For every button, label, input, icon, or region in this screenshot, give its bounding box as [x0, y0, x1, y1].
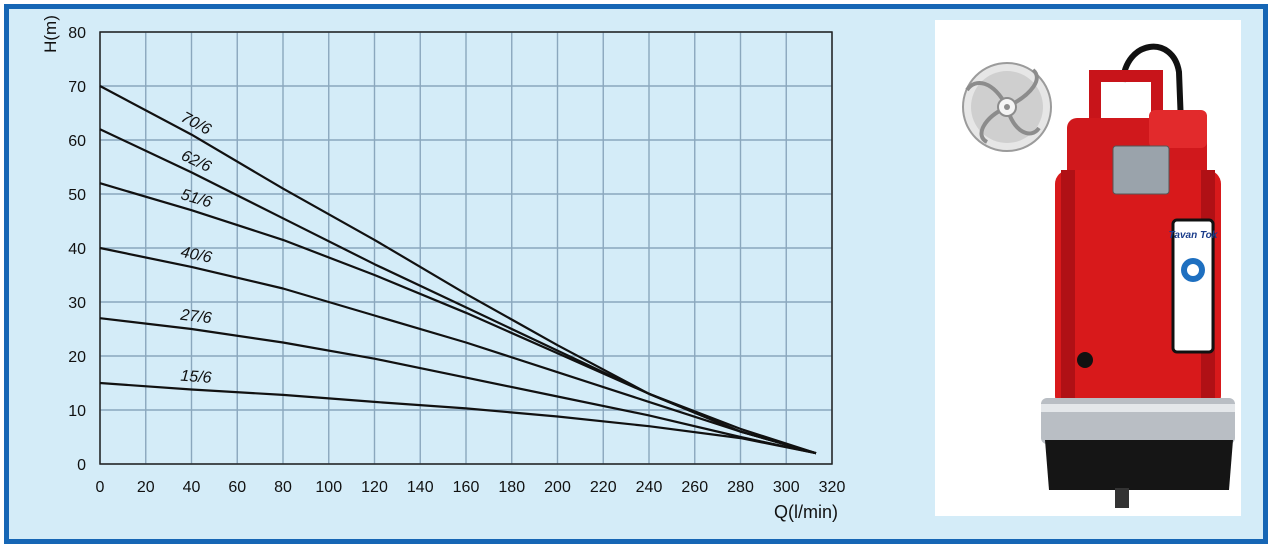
x-tick-label: 160 — [453, 479, 480, 496]
x-tick-label: 220 — [590, 479, 617, 496]
pump-base — [1045, 440, 1233, 490]
curve-group — [99, 85, 817, 455]
y-tick-label: 70 — [68, 79, 86, 96]
x-axis-label: Q(l/min) — [774, 502, 838, 522]
tick-labels: 0 20 40 60 80 100 120 140 160 180 200 220 240 260 280 3… — [68, 25, 845, 496]
pump-cable — [1120, 43, 1184, 125]
x-tick-label: 260 — [681, 479, 708, 496]
x-tick-label: 300 — [773, 479, 800, 496]
x-tick-label: 320 — [819, 479, 846, 496]
y-tick-label: 0 — [77, 457, 86, 474]
y-tick-label: 60 — [68, 133, 86, 150]
y-tick-label: 10 — [68, 403, 86, 420]
x-tick-label: 140 — [407, 479, 434, 496]
x-tick-label: 180 — [498, 479, 525, 496]
curve-15-6 — [99, 381, 817, 455]
curve-label: 27/6 — [179, 307, 213, 328]
pump-body: Tavan Tok — [1055, 110, 1221, 410]
y-tick-label: 50 — [68, 187, 86, 204]
pump-handle — [1089, 70, 1163, 124]
performance-chart: 70/662/651/640/627/615/6 0 20 40 60 80 100 120… — [41, 15, 845, 522]
curve-62-6 — [99, 128, 817, 455]
x-tick-label: 20 — [137, 479, 155, 496]
x-tick-label: 280 — [727, 479, 754, 496]
x-tick-label: 60 — [228, 479, 246, 496]
y-tick-label: 80 — [68, 25, 86, 42]
curve-label: 15/6 — [180, 368, 212, 387]
y-tick-label: 40 — [68, 241, 86, 258]
x-tick-label: 200 — [544, 479, 571, 496]
curve-40-6 — [99, 246, 817, 455]
impeller-icon — [962, 62, 1052, 152]
y-axis-label: H(m) — [41, 15, 60, 53]
curve-label: 40/6 — [179, 244, 213, 267]
y-tick-label: 30 — [68, 295, 86, 312]
x-tick-label: 40 — [183, 479, 201, 496]
pump-image: Tavan Tok — [962, 43, 1235, 508]
x-tick-label: 120 — [361, 479, 388, 496]
curve-27-6 — [99, 317, 817, 455]
x-tick-label: 240 — [636, 479, 663, 496]
product-photo-panel: Tavan Tok — [935, 20, 1241, 516]
x-tick-label: 100 — [315, 479, 342, 496]
y-tick-label: 20 — [68, 349, 86, 366]
x-tick-label: 0 — [96, 479, 105, 496]
brand-label: Tavan Tok — [1169, 230, 1218, 241]
curve-51-6 — [99, 182, 817, 455]
x-tick-label: 80 — [274, 479, 292, 496]
